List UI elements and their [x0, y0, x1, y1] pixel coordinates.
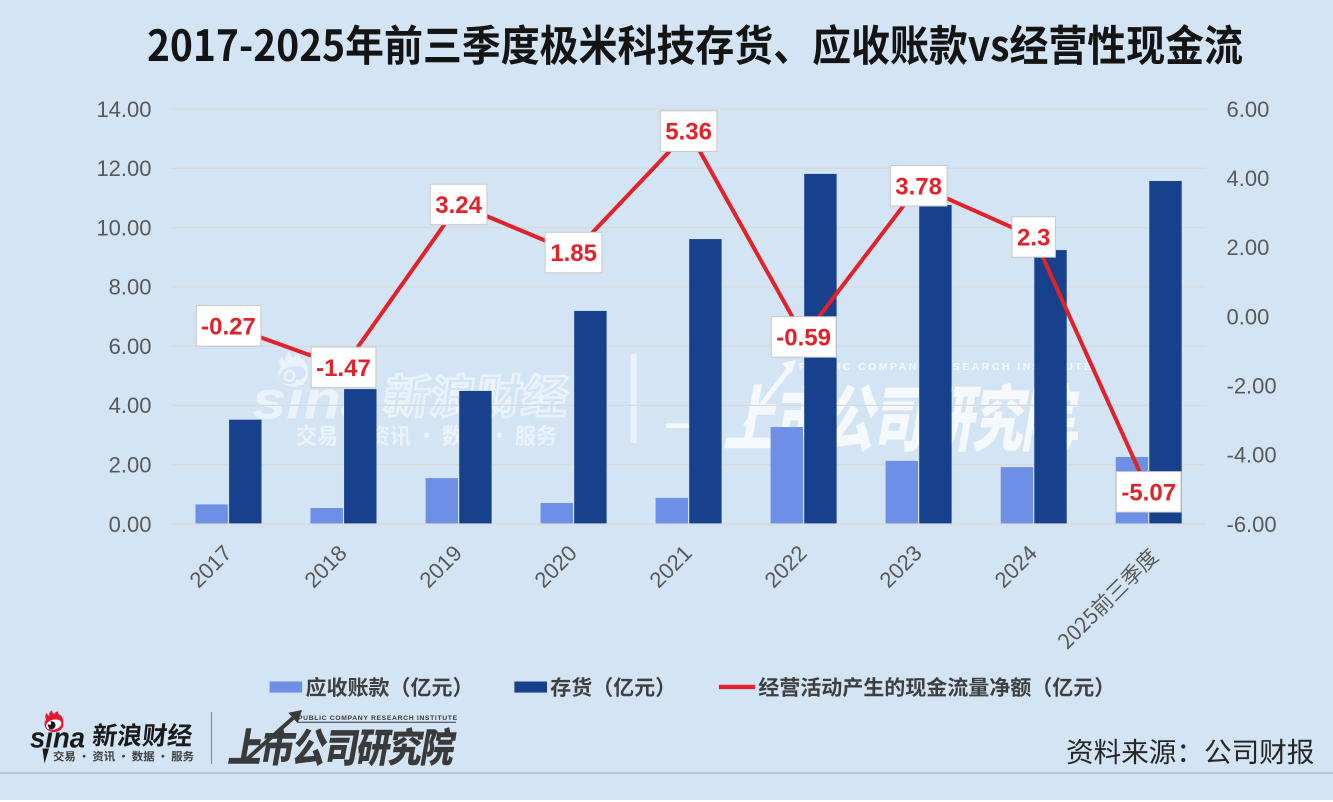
svg-text:5.36: 5.36: [665, 119, 712, 146]
svg-text:PUBLIC COMPANY RESEARCH INSTIT: PUBLIC COMPANY RESEARCH INSTITUTE: [298, 715, 458, 722]
svg-text:2024: 2024: [990, 540, 1042, 592]
svg-text:2020: 2020: [530, 540, 582, 592]
svg-text:4.00: 4.00: [109, 393, 152, 418]
svg-text:2022: 2022: [760, 540, 812, 592]
svg-text:2.00: 2.00: [1227, 235, 1270, 260]
svg-text:2021: 2021: [645, 540, 697, 592]
svg-text:-0.27: -0.27: [201, 313, 256, 340]
svg-text:12.00: 12.00: [96, 156, 151, 181]
svg-text:-0.59: -0.59: [776, 324, 831, 351]
svg-text:4.00: 4.00: [1227, 166, 1270, 191]
svg-text:6.00: 6.00: [109, 334, 152, 359]
svg-text:8.00: 8.00: [109, 275, 152, 300]
svg-text:3.24: 3.24: [435, 192, 482, 219]
svg-text:-6.00: -6.00: [1227, 512, 1277, 537]
svg-text:3.78: 3.78: [895, 173, 942, 200]
svg-text:14.00: 14.00: [96, 97, 151, 122]
svg-text:-1.47: -1.47: [316, 355, 371, 382]
svg-text:2.3: 2.3: [1017, 225, 1050, 252]
svg-text:2019: 2019: [415, 540, 467, 592]
svg-text:2018: 2018: [299, 540, 351, 592]
svg-text:-4.00: -4.00: [1227, 443, 1277, 468]
svg-text:sina: sina: [30, 721, 85, 754]
svg-text:2023: 2023: [875, 540, 927, 592]
svg-text:-2.00: -2.00: [1227, 374, 1277, 399]
svg-text:1.85: 1.85: [550, 240, 597, 267]
svg-text:-5.07: -5.07: [1121, 479, 1176, 506]
svg-text:2.00: 2.00: [109, 453, 152, 478]
svg-text:0.00: 0.00: [109, 512, 152, 537]
svg-text:10.00: 10.00: [96, 215, 151, 240]
svg-text:2017: 2017: [184, 540, 236, 592]
svg-text:6.00: 6.00: [1227, 97, 1270, 122]
svg-text:0.00: 0.00: [1227, 304, 1270, 329]
